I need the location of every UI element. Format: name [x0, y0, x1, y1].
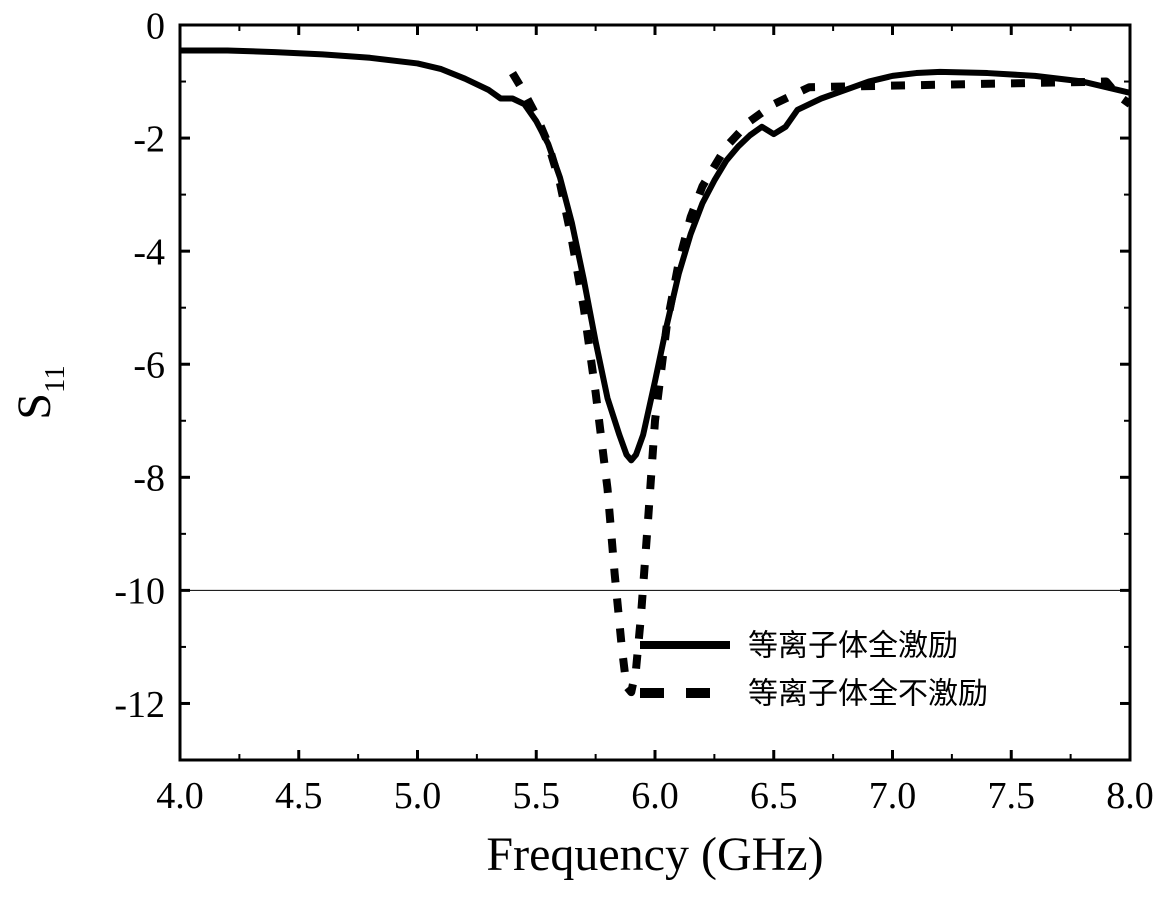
chart-svg: 4.0 4.5 5.0 5.5 6.0 6.5 7.0 7.5 8.0 -12 -10 -8 -6 -4 -…: [0, 0, 1164, 903]
x-axis-label: Frequency (GHz): [486, 828, 823, 881]
x-tick-label: 4.0: [156, 775, 204, 817]
y-tick-label: -4: [133, 231, 165, 273]
x-tick-label: 6.0: [631, 775, 679, 817]
y-tick-label: 0: [146, 5, 165, 47]
y-tick-label: -12: [114, 684, 165, 726]
x-tick-label: 8.0: [1106, 775, 1154, 817]
y-tick-label: -6: [133, 345, 165, 387]
y-tick-label: -10: [114, 571, 165, 613]
legend-label-dashed: 等离子体全不激励: [748, 678, 988, 711]
chart-container: 4.0 4.5 5.0 5.5 6.0 6.5 7.0 7.5 8.0 -12 -10 -8 -6 -4 -…: [0, 0, 1164, 903]
y-tick-label: -8: [133, 458, 165, 500]
x-tick-label: 4.5: [275, 775, 323, 817]
x-tick-label: 5.0: [394, 775, 442, 817]
y-tick-label: -2: [133, 118, 165, 160]
x-tick-label: 7.5: [988, 775, 1036, 817]
legend-label-solid: 等离子体全激励: [748, 630, 958, 663]
x-tick-label: 5.5: [513, 775, 561, 817]
x-tick-label: 7.0: [869, 775, 917, 817]
x-tick-label: 6.5: [750, 775, 798, 817]
